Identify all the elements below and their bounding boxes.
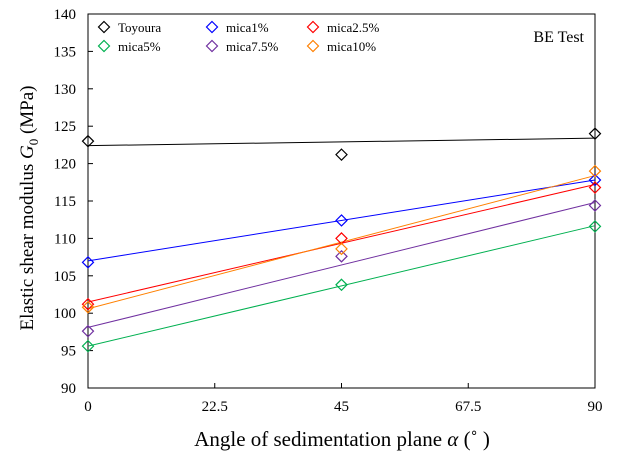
trend-line xyxy=(87,202,596,328)
data-point xyxy=(588,220,602,233)
data-point xyxy=(335,242,348,256)
data-point xyxy=(588,199,602,212)
data-point xyxy=(588,127,602,141)
data-point xyxy=(335,214,348,227)
data-point xyxy=(81,297,95,311)
legend-marker xyxy=(205,20,219,34)
legend-label: mica5% xyxy=(118,39,161,54)
legend-label: Toyoura xyxy=(118,20,161,35)
data-point xyxy=(335,148,348,161)
trend-lines xyxy=(87,137,596,347)
legend-label: mica7.5% xyxy=(226,39,279,54)
x-axis-title-unit: (˚ ) xyxy=(458,427,489,451)
legend-marker xyxy=(306,20,320,34)
data-point xyxy=(81,255,95,269)
trend-line xyxy=(87,175,596,310)
y-axis-title-subscript: 0 xyxy=(26,139,41,146)
x-tick-label: 22.5 xyxy=(202,399,228,415)
legend-label: mica2.5% xyxy=(327,20,380,35)
data-point xyxy=(588,173,602,187)
y-tick-label: 95 xyxy=(61,344,76,360)
trend-line xyxy=(87,179,596,262)
y-axis-title-unit: (MPa) xyxy=(17,85,38,138)
y-tick-label: 105 xyxy=(54,269,77,285)
y-tick-label: 115 xyxy=(54,194,76,210)
y-tick-label: 140 xyxy=(54,7,77,23)
x-axis-title-symbol: α xyxy=(447,427,459,451)
data-point xyxy=(335,250,348,263)
trend-line xyxy=(87,137,596,147)
trend-line xyxy=(87,225,596,347)
plot-area xyxy=(87,13,596,389)
y-axis-title-main: Elastic shear modulus xyxy=(17,159,38,331)
data-point xyxy=(81,300,95,314)
x-axis-title-main: Angle of sedimentation plane xyxy=(194,427,447,451)
legend-marker xyxy=(205,39,219,53)
x-tick-label: 67.5 xyxy=(455,399,481,415)
legend-marker xyxy=(97,39,111,53)
y-tick-label: 100 xyxy=(54,306,77,322)
axis-ticks: 90 95 100 105 110 115 120 125 130 135 140 0 22.5 45 67… xyxy=(54,7,603,415)
y-tick-label: 135 xyxy=(54,44,77,60)
legend-marker xyxy=(97,20,111,34)
legend-label: mica10% xyxy=(327,39,376,54)
data-point xyxy=(588,164,602,178)
y-tick-label: 125 xyxy=(54,119,77,135)
x-axis-title: Angle of sedimentation plane α (˚ ) xyxy=(194,427,490,451)
data-point xyxy=(81,134,95,148)
y-axis-title: Elastic shear modulus G0 (MPa) xyxy=(17,85,41,330)
legend-label: mica1% xyxy=(226,20,269,35)
legend: Toyoura mica1% mica2.5% mica5% mica7.5% mica1… xyxy=(97,20,380,54)
data-point xyxy=(81,324,95,338)
y-tick-label: 130 xyxy=(54,82,77,98)
y-tick-label: 90 xyxy=(61,381,76,397)
x-tick-label: 0 xyxy=(84,399,92,415)
y-axis-title-symbol: G xyxy=(17,145,38,159)
data-point xyxy=(588,181,602,194)
y-tick-label: 110 xyxy=(54,231,76,247)
x-tick-label: 45 xyxy=(334,399,349,415)
data-point xyxy=(335,278,348,292)
x-tick-label: 90 xyxy=(588,399,603,415)
legend-marker xyxy=(306,39,320,53)
data-points xyxy=(81,127,602,353)
annotation-text: BE Test xyxy=(533,29,584,46)
y-tick-label: 120 xyxy=(54,157,77,173)
data-point xyxy=(81,339,95,353)
